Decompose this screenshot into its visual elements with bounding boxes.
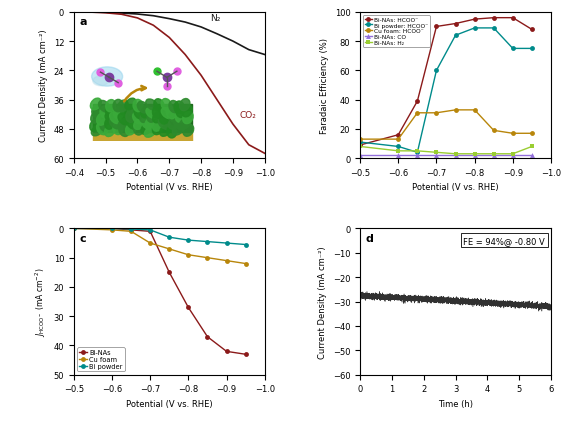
Y-axis label: Faradaic Efficiency (%): Faradaic Efficiency (%) bbox=[320, 38, 329, 134]
Cu foam: HCOO⁻: (-0.7, 31): HCOO⁻: (-0.7, 31) bbox=[433, 111, 440, 116]
Bi-NAs bbox=[70, 226, 77, 231]
Bi-NAs bbox=[242, 352, 249, 357]
Bi-NAs: H₂: (-0.75, 3): H₂: (-0.75, 3) bbox=[452, 152, 459, 157]
Cu foam bbox=[166, 247, 173, 252]
Bi-NAs: CO: (-0.7, 2): CO: (-0.7, 2) bbox=[433, 153, 440, 158]
Bi-NAs bbox=[204, 334, 211, 340]
Bi powder: HCOO⁻: (-0.85, 89): HCOO⁻: (-0.85, 89) bbox=[490, 26, 497, 32]
Bi-NAs: CO: (-0.75, 2): CO: (-0.75, 2) bbox=[452, 153, 459, 158]
Bi powder bbox=[166, 235, 173, 240]
Line: Bi-NAs: H₂: Bi-NAs: H₂ bbox=[358, 145, 534, 156]
Bi powder: HCOO⁻: (-0.95, 75): HCOO⁻: (-0.95, 75) bbox=[528, 47, 535, 52]
Cu foam bbox=[204, 256, 211, 261]
Y-axis label: $J_{\rm HCOO^-}$ (mA cm$^{-2}$): $J_{\rm HCOO^-}$ (mA cm$^{-2}$) bbox=[34, 267, 48, 337]
Cu foam: HCOO⁻: (-0.9, 17): HCOO⁻: (-0.9, 17) bbox=[509, 131, 516, 136]
Cu foam: HCOO⁻: (-0.75, 33): HCOO⁻: (-0.75, 33) bbox=[452, 108, 459, 113]
Bi powder bbox=[185, 238, 192, 243]
Line: Bi powder: HCOO⁻: Bi powder: HCOO⁻ bbox=[358, 26, 534, 155]
Bi-NAs bbox=[223, 349, 230, 354]
Bi powder bbox=[242, 242, 249, 248]
Text: b: b bbox=[366, 17, 374, 27]
Cu foam: HCOO⁻: (-0.85, 19): HCOO⁻: (-0.85, 19) bbox=[490, 129, 497, 134]
Legend: Bi-NAs: HCOO⁻, Bi powder: HCOO⁻, Cu foam: HCOO⁻, Bi-NAs: CO, Bi-NAs: H₂: Bi-NAs: HCOO⁻, Bi powder: HCOO⁻, Cu foam… bbox=[363, 16, 429, 48]
Bi-NAs bbox=[166, 270, 173, 275]
X-axis label: Potential (V vs. RHE): Potential (V vs. RHE) bbox=[412, 183, 499, 192]
Bi-NAs: HCOO⁻: (-0.95, 88): HCOO⁻: (-0.95, 88) bbox=[528, 28, 535, 33]
Bi-NAs: CO: (-0.85, 2): CO: (-0.85, 2) bbox=[490, 153, 497, 158]
Y-axis label: Current Density (mA cm⁻²): Current Density (mA cm⁻²) bbox=[318, 246, 327, 358]
Cu foam bbox=[128, 229, 135, 234]
Cu foam bbox=[70, 226, 77, 231]
Bi-NAs: HCOO⁻: (-0.75, 92): HCOO⁻: (-0.75, 92) bbox=[452, 22, 459, 27]
Bi-NAs: HCOO⁻: (-0.8, 95): HCOO⁻: (-0.8, 95) bbox=[471, 17, 478, 23]
Cu foam: HCOO⁻: (-0.8, 33): HCOO⁻: (-0.8, 33) bbox=[471, 108, 478, 113]
Bi-NAs: HCOO⁻: (-0.6, 16): HCOO⁻: (-0.6, 16) bbox=[395, 133, 402, 138]
Bi-NAs: CO: (-0.95, 2): CO: (-0.95, 2) bbox=[528, 153, 535, 158]
Bi powder bbox=[70, 226, 77, 231]
Bi-NAs: HCOO⁻: (-0.9, 96): HCOO⁻: (-0.9, 96) bbox=[509, 16, 516, 21]
Bi powder bbox=[128, 227, 135, 232]
X-axis label: Time (h): Time (h) bbox=[438, 399, 473, 408]
Bi powder: HCOO⁻: (-0.5, 11): HCOO⁻: (-0.5, 11) bbox=[357, 140, 364, 145]
Bi-NAs: HCOO⁻: (-0.85, 96): HCOO⁻: (-0.85, 96) bbox=[490, 16, 497, 21]
Line: Bi-NAs: Bi-NAs bbox=[72, 227, 248, 357]
Bi-NAs bbox=[185, 305, 192, 310]
Bi powder bbox=[223, 241, 230, 246]
Bi-NAs: H₂: (-0.9, 3): H₂: (-0.9, 3) bbox=[509, 152, 516, 157]
Bi-NAs bbox=[128, 228, 135, 233]
Bi-NAs: CO: (-0.5, 2): CO: (-0.5, 2) bbox=[357, 153, 364, 158]
Cu foam: HCOO⁻: (-0.5, 13): HCOO⁻: (-0.5, 13) bbox=[357, 137, 364, 142]
Bi-NAs: HCOO⁻: (-0.7, 90): HCOO⁻: (-0.7, 90) bbox=[433, 25, 440, 30]
Text: N₂: N₂ bbox=[211, 14, 221, 23]
Bi powder: HCOO⁻: (-0.75, 84): HCOO⁻: (-0.75, 84) bbox=[452, 34, 459, 39]
Bi-NAs bbox=[147, 229, 153, 234]
Text: FE = 94%@ -0.80 V: FE = 94%@ -0.80 V bbox=[463, 236, 545, 245]
Bi powder bbox=[108, 226, 115, 231]
Text: d: d bbox=[366, 233, 374, 243]
Bi powder: HCOO⁻: (-0.8, 89): HCOO⁻: (-0.8, 89) bbox=[471, 26, 478, 32]
Line: Cu foam: HCOO⁻: Cu foam: HCOO⁻ bbox=[358, 108, 534, 142]
Line: Bi-NAs: CO: Bi-NAs: CO bbox=[358, 153, 534, 158]
Cu foam bbox=[185, 253, 192, 258]
Legend: Bi-NAs, Cu foam, Bi powder: Bi-NAs, Cu foam, Bi powder bbox=[77, 348, 124, 371]
X-axis label: Potential (V vs. RHE): Potential (V vs. RHE) bbox=[126, 183, 212, 192]
Bi-NAs: HCOO⁻: (-0.65, 39): HCOO⁻: (-0.65, 39) bbox=[414, 99, 421, 104]
Cu foam: HCOO⁻: (-0.6, 13): HCOO⁻: (-0.6, 13) bbox=[395, 137, 402, 142]
Bi-NAs: H₂: (-0.7, 4): H₂: (-0.7, 4) bbox=[433, 150, 440, 155]
Bi-NAs: H₂: (-0.6, 5): H₂: (-0.6, 5) bbox=[395, 149, 402, 154]
Bi powder bbox=[147, 228, 153, 233]
Text: c: c bbox=[80, 233, 86, 243]
Bi-NAs bbox=[108, 226, 115, 231]
Bi-NAs: H₂: (-0.65, 5): H₂: (-0.65, 5) bbox=[414, 149, 421, 154]
Bi powder: HCOO⁻: (-0.65, 4): HCOO⁻: (-0.65, 4) bbox=[414, 150, 421, 155]
Line: Cu foam: Cu foam bbox=[72, 227, 248, 266]
Cu foam: HCOO⁻: (-0.65, 31): HCOO⁻: (-0.65, 31) bbox=[414, 111, 421, 116]
Bi powder: HCOO⁻: (-0.7, 60): HCOO⁻: (-0.7, 60) bbox=[433, 69, 440, 74]
Text: CO₂: CO₂ bbox=[239, 110, 256, 119]
Cu foam: HCOO⁻: (-0.95, 17): HCOO⁻: (-0.95, 17) bbox=[528, 131, 535, 136]
Y-axis label: Current Density (mA cm⁻²): Current Density (mA cm⁻²) bbox=[39, 29, 48, 142]
Cu foam bbox=[223, 259, 230, 264]
Bi-NAs: CO: (-0.8, 2): CO: (-0.8, 2) bbox=[471, 153, 478, 158]
Cu foam bbox=[108, 228, 115, 233]
Text: a: a bbox=[80, 17, 87, 27]
Cu foam bbox=[147, 241, 153, 246]
Bi-NAs: H₂: (-0.95, 8): H₂: (-0.95, 8) bbox=[528, 144, 535, 150]
Bi-NAs: CO: (-0.65, 2): CO: (-0.65, 2) bbox=[414, 153, 421, 158]
Bi-NAs: H₂: (-0.8, 3): H₂: (-0.8, 3) bbox=[471, 152, 478, 157]
Bi-NAs: CO: (-0.6, 2): CO: (-0.6, 2) bbox=[395, 153, 402, 158]
Bi powder: HCOO⁻: (-0.6, 8): HCOO⁻: (-0.6, 8) bbox=[395, 144, 402, 150]
Bi-NAs: H₂: (-0.5, 8): H₂: (-0.5, 8) bbox=[357, 144, 364, 150]
Bi powder: HCOO⁻: (-0.9, 75): HCOO⁻: (-0.9, 75) bbox=[509, 47, 516, 52]
X-axis label: Potential (V vs. RHE): Potential (V vs. RHE) bbox=[126, 399, 212, 408]
Line: Bi powder: Bi powder bbox=[72, 227, 248, 248]
Bi-NAs: H₂: (-0.85, 3): H₂: (-0.85, 3) bbox=[490, 152, 497, 157]
Line: Bi-NAs: HCOO⁻: Bi-NAs: HCOO⁻ bbox=[358, 16, 534, 148]
Bi-NAs: HCOO⁻: (-0.5, 9): HCOO⁻: (-0.5, 9) bbox=[357, 143, 364, 148]
Cu foam bbox=[242, 262, 249, 267]
Bi-NAs: CO: (-0.9, 2): CO: (-0.9, 2) bbox=[509, 153, 516, 158]
Bi powder bbox=[204, 239, 211, 245]
